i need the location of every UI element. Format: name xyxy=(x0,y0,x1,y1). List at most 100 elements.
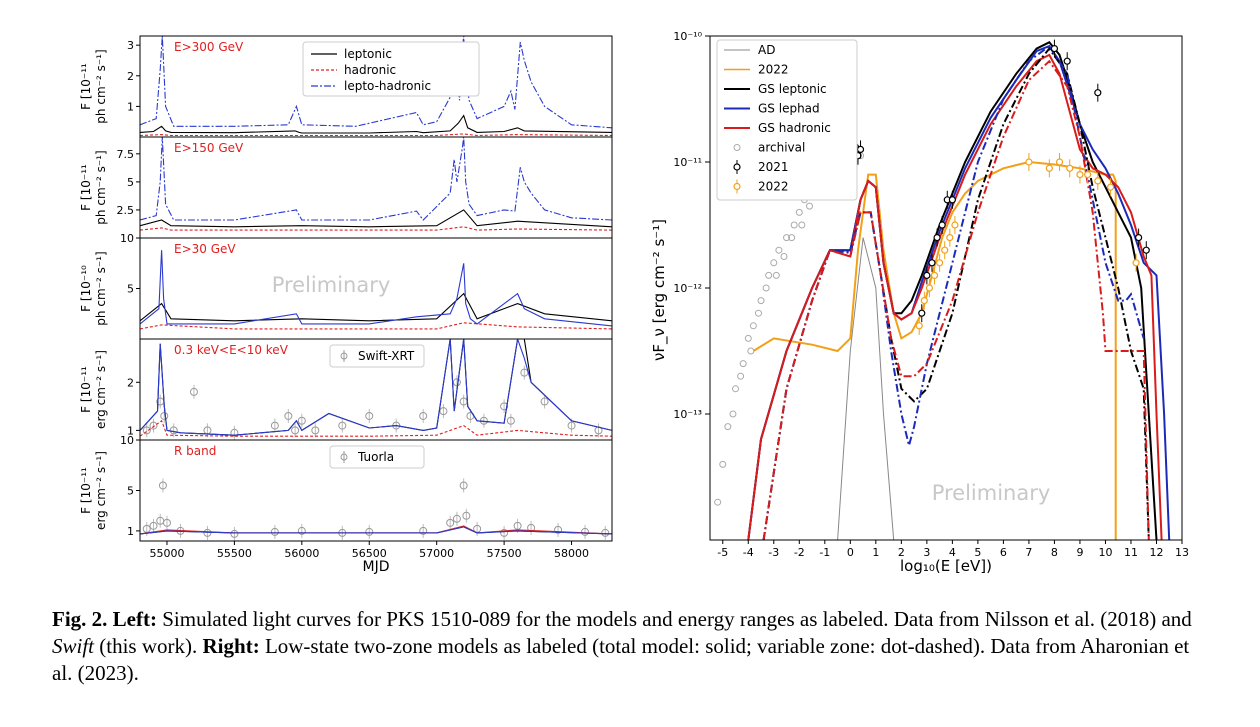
lc-data-point xyxy=(158,481,167,490)
lc-data-point xyxy=(365,411,374,420)
lc-xtick-label: 56500 xyxy=(352,547,387,560)
lc-data-point xyxy=(581,527,590,536)
lc-data-point xyxy=(500,402,509,411)
lc-data-point xyxy=(270,421,279,430)
sed-xtick-label: 12 xyxy=(1149,546,1163,559)
lc-data-point xyxy=(452,378,461,387)
lc-ytick-label: 2.5 xyxy=(117,204,135,217)
sed-legend-label: GS hadronic xyxy=(758,121,831,135)
lc-xtick-label: 57500 xyxy=(487,547,522,560)
lc-band-label: E>300 GeV xyxy=(174,40,244,54)
sed-point-2022 xyxy=(1045,164,1053,172)
lc-series-leptonic xyxy=(140,209,612,228)
caption-part1: Simulated light curves for PKS 1510-089 … xyxy=(156,607,1192,631)
lc-data-point xyxy=(462,511,471,520)
sed-point-2022 xyxy=(930,271,939,279)
lc-panel-1: 1 2 3 E>300 GeV F [10⁻¹¹ ph cm⁻² s⁻¹] leptonic… xyxy=(79,35,613,138)
lc-data-point xyxy=(446,518,455,527)
sed-legend-label: 2021 xyxy=(758,160,789,174)
lc-legend-box xyxy=(329,344,425,368)
sed-archival-point xyxy=(806,202,814,210)
sed-point-2022 xyxy=(936,259,944,267)
sed-series-gs-hadronic xyxy=(747,53,1163,540)
sed-ytick-label: 10⁻¹⁰ xyxy=(673,30,702,43)
sed-frame xyxy=(709,35,1183,541)
sed-archival-point xyxy=(788,234,796,242)
sed-xtick-label: 5 xyxy=(974,546,981,559)
sed-point-2022 xyxy=(1132,259,1140,267)
sed-archival-point xyxy=(749,322,757,330)
caption-left-label: Left: xyxy=(112,607,157,631)
lc-legend: Swift-XRT xyxy=(329,344,425,368)
sed-legend-label: GS leptonic xyxy=(758,82,827,96)
sed-point-2021 xyxy=(1063,57,1071,65)
sed-point-2022 xyxy=(920,297,928,305)
sed-legend-box xyxy=(716,39,858,201)
lc-data-point xyxy=(554,525,563,534)
sed-xtick-label: -5 xyxy=(717,546,728,559)
lc-ytick-label: 10 xyxy=(120,232,134,245)
sed-legend-marker xyxy=(733,144,741,151)
lc-data-point xyxy=(230,529,239,538)
sed-series-gs-lephad-variable-zone xyxy=(762,44,1145,540)
lc-data-point xyxy=(452,514,461,523)
lc-data-point xyxy=(500,528,509,537)
lc-data-point xyxy=(297,526,306,535)
lc-ytick-label: 2 xyxy=(127,70,134,83)
lc-xtick-label: 55500 xyxy=(217,547,252,560)
sed-ylabel: νF_ν [erg cm⁻² s⁻¹] xyxy=(650,219,669,361)
lc-legend-marker xyxy=(340,453,348,461)
sed-archival-point xyxy=(719,460,727,468)
sed-ytick-label: 10⁻¹¹ xyxy=(673,156,702,169)
lc-ytick-label: 10 xyxy=(120,434,134,447)
sed-point-2021 xyxy=(933,234,941,242)
sed-point-2021 xyxy=(856,145,865,153)
lc-series-lepto-hadronic xyxy=(140,137,612,221)
sed-archival-point xyxy=(780,253,788,260)
sed-archival-point xyxy=(744,334,752,342)
sed-point-2022 xyxy=(946,234,954,242)
lc-legend: leptonic hadronic lepto-hadronic xyxy=(302,41,480,97)
sed-xtick-label: 7 xyxy=(1025,546,1032,559)
lc-xlabel: MJD xyxy=(363,559,390,575)
lc-data-point xyxy=(567,421,576,430)
sed-point-2021 xyxy=(1135,234,1143,242)
lc-ylabel-line2: ph cm⁻² s⁻¹] xyxy=(94,251,108,325)
lc-ylabel-line1: F [10⁻¹¹ xyxy=(79,164,93,211)
sed-archival-point xyxy=(724,423,732,431)
lc-ytick-label: 1 xyxy=(127,424,134,437)
lc-band-label: R band xyxy=(174,444,216,458)
sed-xtick-label: 10 xyxy=(1098,546,1112,559)
sed-point-2021 xyxy=(1094,89,1102,97)
sed-point-2021 xyxy=(938,221,946,229)
lc-data-point xyxy=(149,521,158,530)
lc-xtick-label: 56000 xyxy=(284,547,319,560)
sed-archival-point xyxy=(775,246,783,254)
lc-legend-box xyxy=(329,445,425,469)
sed-xtick-label: 13 xyxy=(1175,546,1189,559)
sed-xtick-label: 8 xyxy=(1051,546,1058,559)
sed-xtick-label: -4 xyxy=(743,546,754,559)
lc-xtick-label: 58000 xyxy=(554,547,589,560)
sed-series-ad xyxy=(837,237,895,540)
lc-ylabel-line2: ph cm⁻² s⁻¹] xyxy=(94,150,108,224)
sed-legend-marker xyxy=(733,182,741,191)
lc-series-hadronic xyxy=(140,226,612,231)
lc-ylabel-line2: erg cm⁻² s⁻¹] xyxy=(94,451,108,530)
sed-point-2021 xyxy=(948,196,956,204)
sed-xtick-label: 9 xyxy=(1076,546,1083,559)
sed-archival-point xyxy=(757,297,765,305)
lc-panel-4: 1 2 0.3 keV<E<10 keV F [10⁻¹¹ erg cm⁻² s⁻¹] S… xyxy=(79,338,613,441)
lc-plot-area xyxy=(140,339,612,440)
lc-data-point xyxy=(506,416,515,425)
sed-legend-label: archival xyxy=(758,141,805,155)
sed-point-2021 xyxy=(1050,44,1059,53)
sed-point-2022 xyxy=(1025,158,1033,166)
sed-archival-point xyxy=(714,498,722,506)
sed-archival-point xyxy=(790,221,798,229)
lc-data-point xyxy=(439,407,448,416)
sed-xtick-label: 1 xyxy=(872,546,879,559)
lc-panel-5: 1 5 10 55000 55500 56000 56500 57000 57500 58000 R… xyxy=(79,434,613,560)
sed-archival-point xyxy=(762,284,770,292)
